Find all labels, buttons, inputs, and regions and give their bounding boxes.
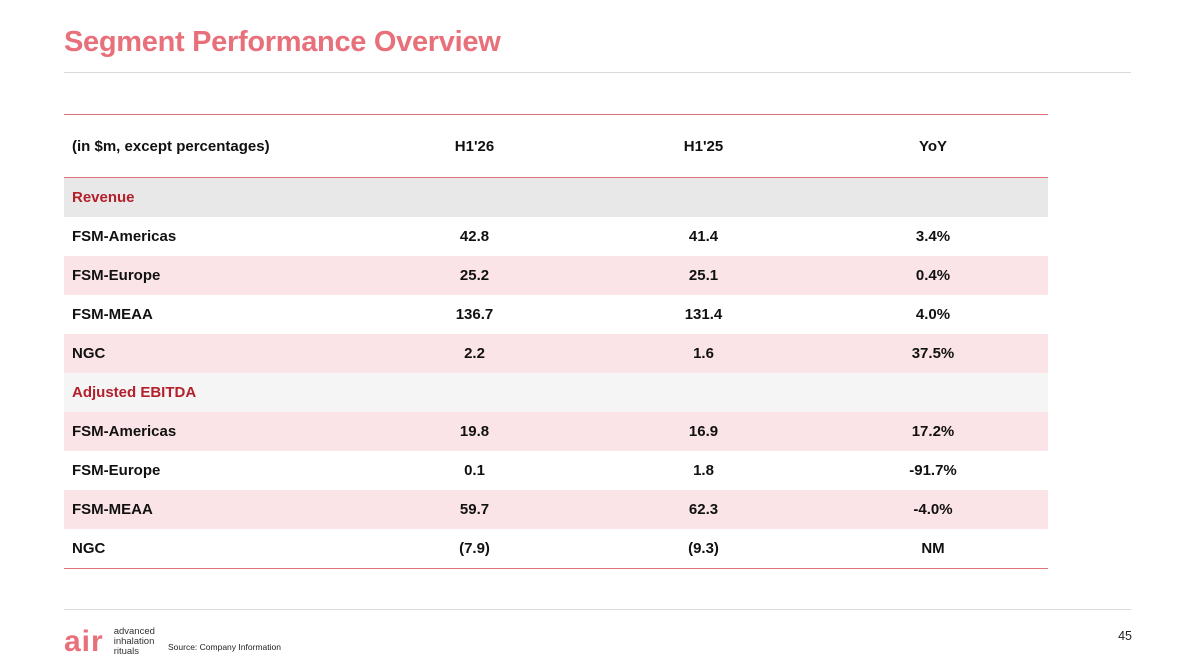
cell-h1-25: 25.1 bbox=[688, 267, 719, 284]
cell-h1-26: 59.7 bbox=[459, 501, 490, 518]
row-label: NGC bbox=[72, 345, 106, 362]
table-row: FSM-MEAA 59.7 62.3 -4.0% bbox=[64, 490, 1048, 529]
logo-tagline-line: rituals bbox=[113, 646, 140, 657]
row-label: FSM-Americas bbox=[72, 423, 177, 440]
header-h1-25: H1'25 bbox=[589, 114, 818, 178]
source-note: Source: Company Information bbox=[168, 642, 281, 652]
cell-h1-26: 19.8 bbox=[459, 423, 490, 440]
cell-h1-25: 62.3 bbox=[688, 501, 719, 518]
logo-tagline-line: inhalation bbox=[113, 636, 155, 647]
header-units: (in $m, except percentages) bbox=[64, 114, 360, 178]
cell-h1-25: 1.8 bbox=[693, 462, 714, 479]
cell-h1-25: 16.9 bbox=[688, 423, 719, 440]
row-label: FSM-Europe bbox=[72, 462, 161, 479]
table-row: FSM-Americas 19.8 16.9 17.2% bbox=[64, 412, 1048, 451]
cell-h1-26: 136.7 bbox=[455, 306, 494, 323]
row-label: NGC bbox=[72, 540, 106, 557]
cell-h1-25: 41.4 bbox=[688, 228, 719, 245]
cell-yoy: 4.0% bbox=[915, 306, 951, 323]
logo-tagline-line: advanced bbox=[113, 626, 155, 637]
table-row: FSM-MEAA 136.7 131.4 4.0% bbox=[64, 295, 1048, 334]
section-label-adjusted-ebitda: Adjusted EBITDA bbox=[72, 384, 197, 401]
page-number: 45 bbox=[1118, 629, 1132, 643]
slide-title: Segment Performance Overview bbox=[64, 26, 501, 58]
row-label: FSM-MEAA bbox=[72, 501, 153, 518]
cell-h1-26: 0.1 bbox=[464, 462, 485, 479]
cell-h1-25: 131.4 bbox=[684, 306, 723, 323]
table-row: NGC (7.9) (9.3) NM bbox=[64, 529, 1048, 569]
cell-yoy: NM bbox=[921, 540, 945, 557]
segment-table: (in $m, except percentages) H1'26 H1'25 … bbox=[64, 114, 1048, 569]
cell-h1-25: 1.6 bbox=[693, 345, 714, 362]
row-label: FSM-Europe bbox=[72, 267, 161, 284]
cell-yoy: 3.4% bbox=[915, 228, 951, 245]
logo-tagline: advanced inhalation rituals bbox=[114, 627, 155, 657]
header-yoy: YoY bbox=[818, 114, 1048, 178]
table-header-row: (in $m, except percentages) H1'26 H1'25 … bbox=[64, 114, 1048, 178]
cell-h1-26: (7.9) bbox=[459, 540, 490, 557]
cell-yoy: -91.7% bbox=[909, 462, 957, 479]
cell-h1-26: 2.2 bbox=[464, 345, 485, 362]
cell-h1-26: 42.8 bbox=[459, 228, 490, 245]
footer-divider bbox=[64, 609, 1131, 610]
table-row: NGC 2.2 1.6 37.5% bbox=[64, 334, 1048, 373]
cell-yoy: 0.4% bbox=[915, 267, 951, 284]
cell-h1-25: (9.3) bbox=[688, 540, 719, 557]
table-row: FSM-Europe 25.2 25.1 0.4% bbox=[64, 256, 1048, 295]
table-row: FSM-Americas 42.8 41.4 3.4% bbox=[64, 217, 1048, 256]
cell-yoy: 17.2% bbox=[911, 423, 955, 440]
logo-wordmark: air bbox=[64, 625, 104, 658]
row-label: FSM-Americas bbox=[72, 228, 177, 245]
cell-h1-26: 25.2 bbox=[459, 267, 490, 284]
section-row-revenue: Revenue bbox=[64, 177, 1048, 217]
cell-yoy: 37.5% bbox=[911, 345, 955, 362]
header-h1-26: H1'26 bbox=[360, 114, 589, 178]
section-label-revenue: Revenue bbox=[72, 189, 135, 206]
company-logo: air advanced inhalation rituals bbox=[64, 624, 155, 660]
cell-yoy: -4.0% bbox=[913, 501, 953, 518]
row-label: FSM-MEAA bbox=[72, 306, 153, 323]
table-row: FSM-Europe 0.1 1.8 -91.7% bbox=[64, 451, 1048, 490]
title-divider bbox=[64, 72, 1131, 73]
section-row-adjusted-ebitda: Adjusted EBITDA bbox=[64, 373, 1048, 412]
